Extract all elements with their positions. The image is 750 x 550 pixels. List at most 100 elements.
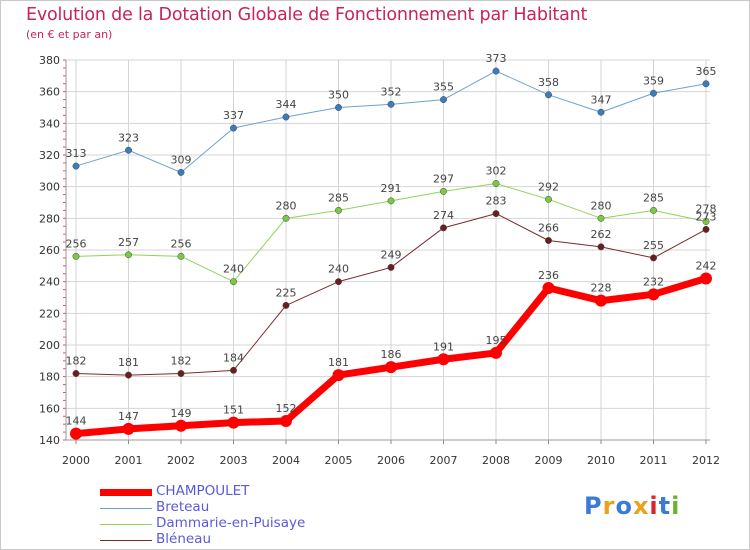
data-label: 285 bbox=[643, 191, 664, 204]
data-point bbox=[332, 369, 345, 382]
data-label: 359 bbox=[643, 74, 664, 87]
data-point bbox=[492, 67, 500, 75]
data-label: 232 bbox=[643, 275, 664, 288]
y-tick-label: 300 bbox=[39, 181, 60, 194]
y-tick-label: 200 bbox=[39, 339, 60, 352]
data-point bbox=[440, 96, 447, 104]
data-point bbox=[335, 104, 342, 111]
data-point bbox=[492, 180, 500, 187]
data-label: 337 bbox=[223, 109, 244, 122]
data-label: 262 bbox=[591, 228, 612, 241]
data-label: 182 bbox=[171, 355, 192, 368]
data-label: 266 bbox=[538, 222, 559, 235]
data-point bbox=[387, 197, 395, 205]
data-point bbox=[545, 91, 552, 99]
y-tick-label: 260 bbox=[39, 244, 60, 257]
data-label: 236 bbox=[538, 269, 559, 282]
data-label: 323 bbox=[118, 131, 139, 144]
y-tick-label: 360 bbox=[39, 86, 60, 99]
data-label: 358 bbox=[538, 76, 559, 89]
y-tick-label: 340 bbox=[39, 117, 60, 130]
proxiti-logo: Proxiti bbox=[584, 492, 680, 520]
data-point bbox=[125, 251, 132, 259]
data-label: 344 bbox=[276, 98, 297, 111]
data-label: 184 bbox=[223, 351, 244, 364]
data-point bbox=[230, 124, 237, 132]
data-label: 225 bbox=[276, 286, 297, 299]
logo-letter: P bbox=[584, 492, 603, 520]
chart-title: Evolution de la Dotation Globale de Fonc… bbox=[26, 5, 588, 25]
logo-letter: r bbox=[602, 492, 616, 520]
data-label: 186 bbox=[381, 348, 402, 361]
data-label: 149 bbox=[171, 407, 192, 420]
logo-letter: x bbox=[632, 492, 650, 520]
data-label: 256 bbox=[66, 237, 87, 250]
data-label: 240 bbox=[328, 263, 349, 276]
data-point bbox=[650, 206, 657, 214]
data-point bbox=[280, 415, 292, 427]
data-point bbox=[542, 282, 555, 294]
data-point bbox=[122, 422, 135, 435]
data-point bbox=[702, 225, 710, 233]
data-label: 352 bbox=[381, 85, 402, 98]
logo-letter: t bbox=[658, 492, 672, 520]
data-point bbox=[545, 237, 552, 244]
data-point bbox=[335, 206, 342, 214]
data-point bbox=[227, 416, 240, 429]
data-label: 242 bbox=[696, 260, 717, 273]
data-point bbox=[177, 168, 185, 176]
data-label: 280 bbox=[276, 199, 297, 212]
data-point bbox=[490, 346, 502, 359]
y-tick-label: 220 bbox=[39, 307, 60, 320]
data-point bbox=[177, 370, 185, 377]
data-point bbox=[335, 278, 342, 286]
data-point bbox=[492, 210, 500, 218]
data-point bbox=[437, 353, 450, 366]
data-point bbox=[175, 419, 187, 432]
data-point bbox=[70, 427, 82, 440]
data-point bbox=[387, 100, 395, 108]
data-point bbox=[647, 288, 660, 301]
y-tick-label: 240 bbox=[39, 276, 60, 289]
data-label: 291 bbox=[381, 182, 402, 195]
data-point bbox=[595, 294, 607, 307]
data-point bbox=[72, 370, 80, 377]
data-label: 297 bbox=[433, 172, 454, 185]
data-label: 365 bbox=[696, 65, 717, 78]
data-label: 280 bbox=[591, 199, 612, 212]
data-label: 278 bbox=[696, 203, 717, 216]
data-point bbox=[440, 224, 447, 232]
data-label: 144 bbox=[66, 415, 87, 428]
data-label: 373 bbox=[486, 52, 507, 65]
data-label: 292 bbox=[538, 180, 559, 193]
data-label: 255 bbox=[643, 239, 664, 252]
data-label: 274 bbox=[433, 209, 454, 222]
data-label: 151 bbox=[223, 404, 244, 417]
legend-label: Dammarie-en-Puisaye bbox=[156, 515, 306, 531]
data-label: 256 bbox=[171, 237, 192, 250]
y-tick-label: 380 bbox=[39, 54, 60, 67]
y-tick-label: 140 bbox=[39, 434, 60, 447]
data-label: 147 bbox=[118, 410, 139, 423]
data-label: 355 bbox=[433, 81, 454, 94]
data-point bbox=[125, 371, 132, 379]
data-label: 240 bbox=[223, 263, 244, 276]
data-point bbox=[650, 89, 657, 97]
legend-swatch bbox=[100, 508, 152, 509]
data-point bbox=[597, 108, 605, 116]
data-point bbox=[282, 113, 290, 121]
data-point bbox=[72, 162, 80, 170]
data-point bbox=[700, 272, 712, 285]
data-label: 273 bbox=[696, 210, 717, 223]
data-point bbox=[440, 187, 447, 195]
x-tick-label: 2011 bbox=[640, 454, 668, 467]
x-tick-label: 2012 bbox=[692, 454, 720, 467]
legend-label: Bléneau bbox=[156, 531, 212, 547]
data-label: 191 bbox=[433, 340, 454, 353]
data-label: 195 bbox=[486, 334, 507, 347]
data-label: 182 bbox=[66, 355, 87, 368]
data-label: 152 bbox=[276, 402, 297, 415]
data-point bbox=[282, 301, 290, 309]
data-point bbox=[387, 263, 395, 271]
